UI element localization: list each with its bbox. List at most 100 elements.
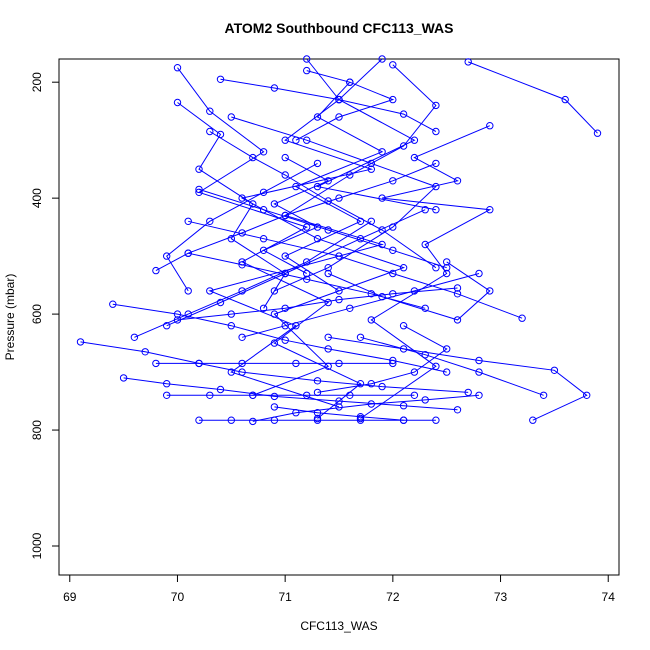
data-point [303,66,311,75]
data-point [389,177,397,185]
data-point [281,252,289,260]
series-line [198,188,447,269]
data-point [303,223,311,231]
series-line [208,64,437,408]
data-point [281,336,289,344]
data-point [206,127,214,136]
data-point [335,113,343,121]
series-line [328,336,588,421]
data-point [173,64,182,72]
x-tick-label: 70 [171,590,185,604]
data-point [335,95,343,104]
series-line [360,125,492,419]
data-point [443,269,451,278]
series-line [284,81,384,292]
data-point [583,391,591,399]
series-25 [324,258,494,324]
data-point [443,258,451,266]
data-point [195,188,203,197]
x-axis: 69 70 71 72 73 74 [63,574,615,604]
data-point [346,171,354,179]
data-point [378,382,386,391]
y-tick-label: 800 [30,420,44,440]
data-point [270,84,279,92]
data-point [206,287,214,295]
data-point [313,235,322,243]
data-point [270,403,279,411]
data-point [410,368,419,376]
data-point [475,269,483,278]
data-point [410,153,419,162]
data-point [324,333,332,341]
data-point [119,374,128,382]
y-axis: 200 400 600 800 1000 [30,72,60,559]
data-point [356,413,365,421]
data-point [335,397,343,405]
data-point [529,416,537,424]
data-point [550,366,559,374]
data-point [163,380,171,388]
series-10 [324,333,591,424]
data-point [356,333,365,341]
series-32 [163,159,322,295]
data-point [443,368,451,376]
data-point [421,304,429,312]
data-point [109,300,117,308]
data-point [227,322,236,330]
series-line [315,58,436,211]
series-line [252,394,480,422]
data-point [367,290,375,298]
data-point [227,416,236,424]
data-point [335,295,343,304]
data-point [259,304,268,312]
x-tick-label: 69 [63,590,77,604]
data-point [453,290,462,298]
data-point [346,304,354,312]
data-point [399,402,408,410]
data-point [367,217,375,226]
series-14 [227,113,440,295]
data-point [335,287,343,295]
series-line [166,162,318,292]
data-point [432,101,440,110]
data-point [281,322,289,330]
data-point [173,316,182,324]
series-21 [130,217,375,341]
x-tick-label: 73 [494,590,508,604]
data-point [238,359,246,368]
data-point [216,298,225,307]
data-point [399,416,408,424]
data-point [227,235,236,243]
x-tick-label: 72 [386,590,400,604]
data-point [259,206,268,214]
data-point [324,264,332,272]
data-point [389,359,397,368]
data-point [443,345,451,353]
series-line [295,70,395,141]
series-17 [163,391,419,399]
data-point [313,377,322,385]
data-point [367,316,375,324]
data-point [281,153,289,162]
data-point [303,269,311,278]
data-point [389,290,397,298]
data-point [324,345,332,353]
data-point [453,316,462,324]
data-point [399,345,408,353]
data-point [184,287,192,295]
series-30 [259,153,332,278]
data-point [432,416,440,424]
series-34 [270,403,408,424]
data-point [432,159,440,168]
data-point [238,229,246,237]
data-point [270,392,279,401]
data-point [216,385,225,394]
data-point [335,194,343,202]
data-point [281,304,289,312]
data-point [173,310,182,318]
data-point [313,113,322,121]
data-point [184,249,192,257]
series-line [134,220,372,338]
series-line [317,325,448,393]
data-point [539,391,548,399]
